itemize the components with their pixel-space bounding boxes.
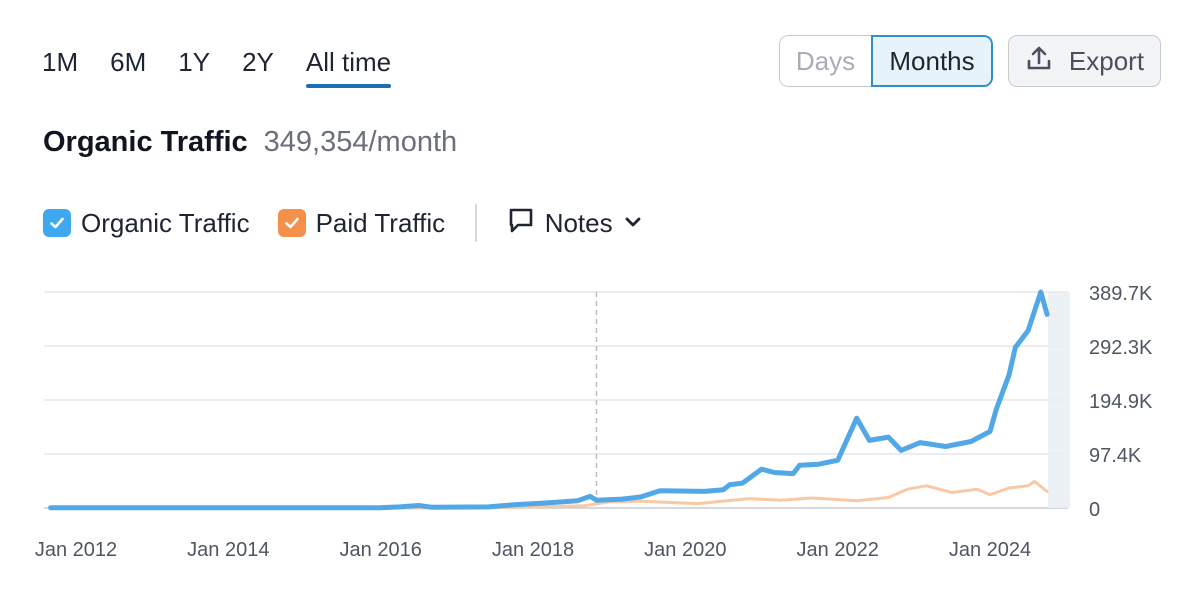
tab-range-6m[interactable]: 6M <box>110 47 147 77</box>
legend-paid-traffic[interactable]: Paid Traffic <box>277 207 446 239</box>
x-tick-label: Jan 2016 <box>340 539 422 561</box>
current-period-band <box>1048 292 1070 508</box>
legend-organic-label: Organic Traffic <box>81 207 250 238</box>
range-tabs: 1M 6M 1Y 2Y All time <box>42 44 423 90</box>
x-tick-label: Jan 2020 <box>644 539 726 561</box>
tab-range-1m[interactable]: 1M <box>42 47 79 77</box>
metric-header: Organic Traffic 349,354/month <box>43 126 457 159</box>
tab-range-2y[interactable]: 2Y <box>242 47 274 77</box>
checkbox-checked-icon[interactable] <box>277 209 306 237</box>
tab-range-1y[interactable]: 1Y <box>178 47 211 77</box>
y-tick-label: 194.9K <box>1089 391 1153 413</box>
granularity-toggle: Days Months <box>779 35 993 87</box>
notes-label: Notes <box>544 207 613 238</box>
metric-value: 349,354/month <box>263 126 458 158</box>
notes-dropdown[interactable]: Notes <box>507 206 643 241</box>
checkbox-checked-icon[interactable] <box>43 209 71 237</box>
chevron-down-icon <box>623 208 643 239</box>
y-tick-label: 389.7K <box>1089 283 1153 305</box>
x-tick-label: Jan 2012 <box>35 539 117 561</box>
legend-paid-label: Paid Traffic <box>315 207 446 238</box>
x-tick-label: Jan 2014 <box>187 539 269 561</box>
series-organic-traffic-line <box>48 289 1050 511</box>
upload-icon <box>1025 44 1053 79</box>
days-button[interactable]: Days <box>779 35 871 87</box>
legend-divider <box>475 204 477 242</box>
traffic-chart[interactable]: 389.7K 292.3K 194.9K 97.4K 0 Jan 2012 Jan 2014… <box>0 270 1200 570</box>
x-tick-label: Jan 2024 <box>949 539 1031 561</box>
y-tick-label: 0 <box>1089 499 1100 521</box>
chart-legend: Organic Traffic Paid Traffic Notes <box>43 204 643 242</box>
comment-icon <box>507 206 535 241</box>
x-tick-label: Jan 2022 <box>797 539 879 561</box>
y-tick-label: 292.3K <box>1089 337 1153 359</box>
y-tick-label: 97.4K <box>1089 445 1142 467</box>
tab-range-all-time[interactable]: All time <box>305 44 392 88</box>
x-tick-label: Jan 2018 <box>492 539 574 561</box>
legend-organic-traffic[interactable]: Organic Traffic <box>43 208 250 239</box>
export-button[interactable]: Export <box>1008 35 1161 87</box>
series-paid-traffic-line <box>49 479 1049 510</box>
page-title: Organic Traffic <box>43 126 248 158</box>
export-label: Export <box>1068 45 1145 76</box>
months-button[interactable]: Months <box>871 35 993 87</box>
